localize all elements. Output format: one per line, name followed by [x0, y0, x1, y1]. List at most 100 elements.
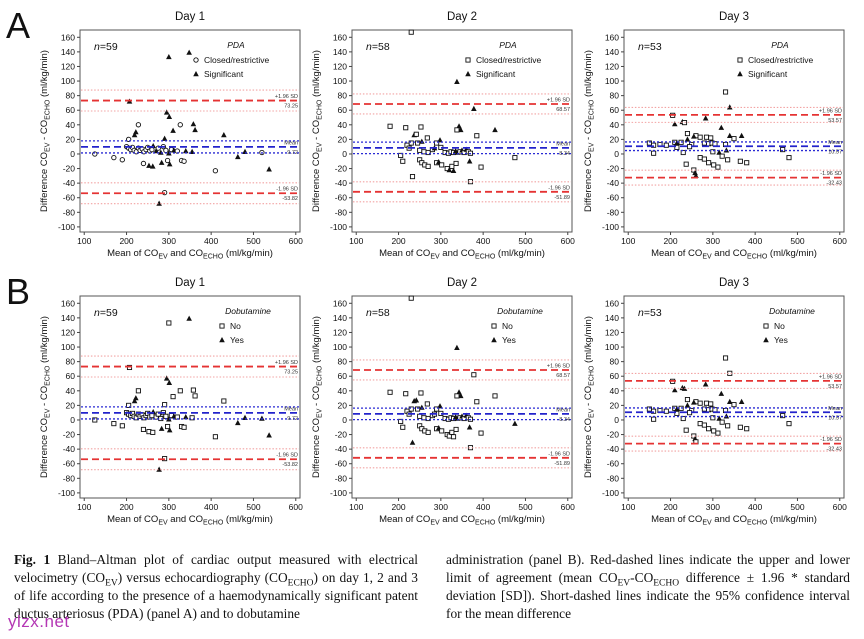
data-point-filled-triangle	[266, 166, 272, 172]
data-point-open-square	[708, 401, 714, 407]
svg-text:160: 160	[333, 32, 347, 42]
data-point-open-square	[697, 134, 703, 140]
svg-text:20: 20	[66, 400, 76, 410]
data-point-open-square	[651, 150, 657, 156]
data-point-open-square	[710, 149, 716, 155]
data-point-open-circle	[163, 147, 169, 153]
data-point-filled-triangle	[266, 432, 272, 438]
svg-text:-80: -80	[335, 473, 348, 483]
svg-text:0: 0	[614, 415, 619, 425]
svg-text:0: 0	[614, 149, 619, 159]
data-point-open-square	[449, 429, 455, 435]
data-point-filled-triangle	[738, 398, 745, 404]
data-point-filled-triangle	[674, 140, 680, 146]
data-point-open-square	[697, 400, 703, 406]
svg-text:500: 500	[790, 236, 804, 246]
data-point-filled-triangle	[166, 427, 173, 433]
data-point-open-square	[744, 160, 750, 166]
data-point-open-square	[710, 415, 716, 421]
x-axis-ticks: 100 200 300 400 500 600	[621, 232, 847, 246]
legend-item-label: Significant	[204, 69, 244, 79]
data-point-open-square	[744, 426, 750, 432]
data-point-filled-triangle	[419, 404, 425, 410]
data-point-filled-triangle	[454, 78, 460, 84]
svg-text:500: 500	[790, 502, 804, 512]
svg-text:-40: -40	[607, 444, 620, 454]
svg-text:200: 200	[119, 502, 133, 512]
svg-text:140: 140	[61, 313, 75, 323]
legend: Dobutamine No Yes	[491, 306, 543, 345]
data-point-filled-triangle	[466, 424, 473, 430]
data-point-open-square	[166, 320, 172, 326]
data-point-open-square	[706, 426, 712, 432]
legend-title: Dobutamine	[497, 306, 543, 316]
svg-text:40: 40	[610, 120, 620, 130]
panels-row-b: Day 1 100 200 300 400 500 600 160 140 120 100 80 60 4…	[36, 272, 852, 532]
data-point-open-square	[697, 155, 703, 161]
svg-text:600: 600	[833, 236, 847, 246]
data-point-open-square	[398, 418, 404, 424]
data-point-open-square	[471, 372, 477, 378]
data-point-open-square	[177, 388, 183, 394]
svg-text:160: 160	[605, 32, 619, 42]
data-point-open-square	[680, 149, 686, 156]
data-point-open-square	[417, 147, 423, 153]
svg-text:80: 80	[66, 357, 76, 367]
svg-text:140: 140	[333, 47, 347, 57]
data-point-filled-triangle	[182, 148, 189, 154]
svg-text:500: 500	[246, 502, 260, 512]
svg-text:-40: -40	[335, 444, 348, 454]
svg-text:-60: -60	[335, 459, 348, 469]
svg-text:20: 20	[610, 400, 620, 410]
plot-frame	[623, 295, 845, 499]
svg-text:160: 160	[61, 32, 75, 42]
plot-frame	[79, 295, 301, 499]
line-annotations: +1.96 SD 53.57 Mean 10.57 -1.96 SD -32.43	[819, 108, 842, 186]
svg-text:+1.96 SD: +1.96 SD	[819, 374, 842, 380]
data-point-open-square	[786, 155, 792, 161]
svg-text:-1.96 SD: -1.96 SD	[820, 437, 842, 443]
data-point-filled-triangle	[671, 121, 678, 127]
data-point-filled-triangle	[259, 415, 265, 421]
data-point-filled-triangle	[190, 121, 197, 127]
svg-text:300: 300	[706, 236, 720, 246]
svg-text:-80: -80	[607, 473, 620, 483]
data-point-open-square	[212, 434, 218, 440]
data-point-open-square	[409, 174, 416, 180]
svg-text:300: 300	[434, 502, 448, 512]
data-point-open-square	[403, 391, 409, 397]
svg-text:100: 100	[61, 76, 75, 86]
data-point-filled-triangle	[684, 402, 691, 408]
data-point-open-circle	[193, 57, 199, 63]
legend-item-label: Yes	[230, 335, 244, 345]
data-point-filled-triangle	[726, 104, 733, 110]
data-point-open-square	[450, 434, 457, 440]
data-point-open-square	[418, 390, 424, 396]
line-annotations: +1.96 SD 68.57 Mean 8.34 -1.96 SD -51.89	[547, 97, 570, 200]
data-point-open-square	[425, 163, 431, 169]
data-point-filled-triangle	[221, 132, 227, 138]
data-points	[646, 89, 792, 179]
x-axis-ticks: 100 200 300 400 500 600	[77, 498, 303, 512]
data-point-filled-triangle	[456, 389, 462, 395]
n-count-label: n=59	[94, 41, 118, 53]
svg-text:20: 20	[338, 134, 348, 144]
svg-text:+1.96 SD: +1.96 SD	[275, 360, 298, 366]
legend-item-label: No	[774, 321, 785, 331]
data-point-open-square	[731, 402, 737, 408]
data-point-open-square	[663, 408, 669, 414]
x-axis-ticks: 100 200 300 400 500 600	[349, 498, 575, 512]
data-point-filled-triangle	[413, 397, 420, 403]
svg-text:40: 40	[66, 386, 76, 396]
svg-text:Mean: Mean	[284, 406, 298, 412]
svg-text:68.57: 68.57	[556, 373, 570, 379]
data-point-filled-triangle	[166, 379, 173, 385]
data-point-open-square	[119, 423, 125, 429]
data-point-open-square	[725, 423, 731, 429]
svg-text:120: 120	[61, 327, 75, 337]
svg-text:+1.96 SD: +1.96 SD	[275, 94, 298, 100]
data-point-filled-triangle	[492, 126, 498, 133]
